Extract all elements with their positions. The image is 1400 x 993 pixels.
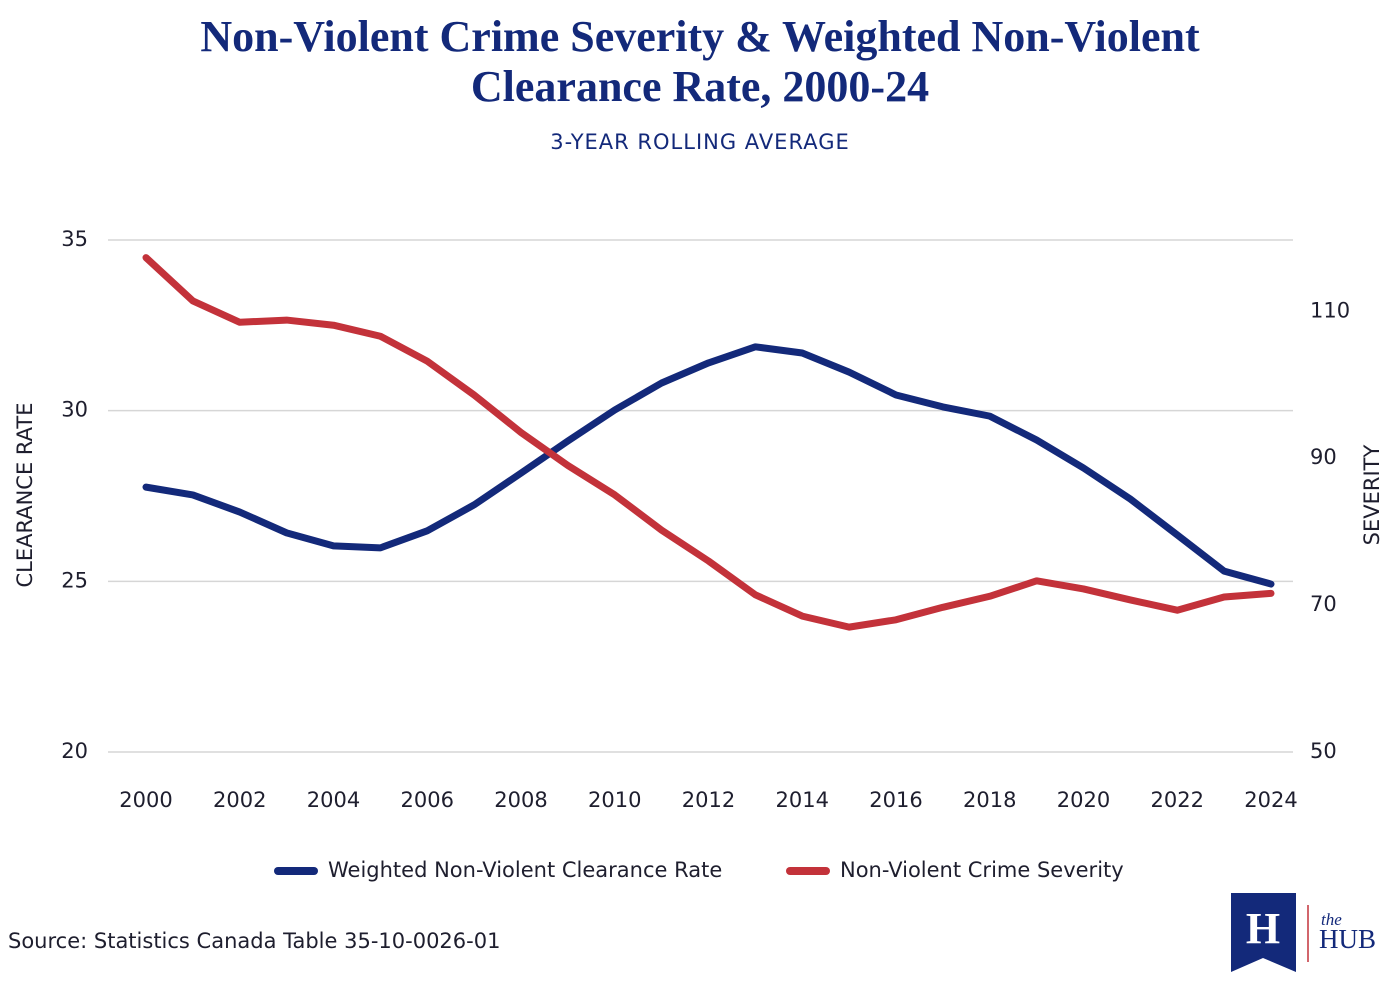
legend-label: Non-Violent Crime Severity [840, 858, 1124, 882]
source: Source: Statistics Canada Table 35-10-00… [8, 929, 500, 953]
x-tick-label: 2020 [1057, 788, 1110, 812]
logo-mark: H [1246, 904, 1280, 953]
x-tick-label: 2022 [1151, 788, 1204, 812]
series-line [142, 343, 1275, 588]
series-line [142, 254, 1275, 631]
legend-label: Weighted Non-Violent Clearance Rate [328, 858, 722, 882]
x-tick-label: 2000 [119, 788, 172, 812]
x-tick-label: 2006 [401, 788, 454, 812]
y-tick-label: 20 [61, 739, 88, 763]
chart-title: Non-Violent Crime Severity & Weighted No… [200, 12, 1200, 111]
y2-axis-label: SEVERITY [1360, 444, 1384, 545]
y2-tick-label: 110 [1310, 298, 1350, 322]
x-tick-label: 2016 [869, 788, 922, 812]
y2-tick-label: 70 [1310, 592, 1337, 616]
logo-the: the [1321, 910, 1342, 929]
x-tick-label: 2018 [963, 788, 1016, 812]
chart-subtitle: 3-YEAR ROLLING AVERAGE [550, 130, 850, 154]
logo-name: HUB [1319, 924, 1376, 954]
logo-banner [1231, 893, 1296, 972]
y-tick-label: 25 [61, 568, 88, 592]
x-tick-label: 2002 [213, 788, 266, 812]
x-tick-label: 2014 [776, 788, 829, 812]
y-axis-label: CLEARANCE RATE [13, 403, 37, 588]
x-tick-label: 2012 [682, 788, 735, 812]
y-tick-label: 30 [61, 398, 88, 422]
x-tick-label: 2010 [588, 788, 641, 812]
y2-tick-label: 50 [1310, 739, 1337, 763]
x-tick-label: 2004 [307, 788, 360, 812]
y-tick-label: 35 [61, 227, 88, 251]
x-tick-label: 2008 [494, 788, 547, 812]
y2-tick-label: 90 [1310, 445, 1337, 469]
x-tick-label: 2024 [1244, 788, 1297, 812]
